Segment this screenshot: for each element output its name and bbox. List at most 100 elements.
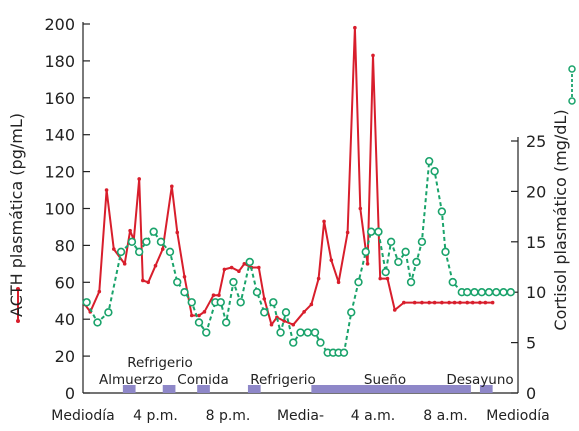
x-tick-label: Mediodía <box>51 408 114 424</box>
cortisol-data-point <box>156 237 166 247</box>
cortisol-data-point <box>361 247 370 257</box>
meal-bars-group <box>122 385 493 393</box>
acth-data-point <box>122 262 127 266</box>
acth-data-point <box>412 300 417 305</box>
cortisol-data-point <box>289 338 298 347</box>
acth-data-point <box>329 258 334 262</box>
acth-data-point <box>432 300 437 305</box>
y-left-axis-title: ACTH plasmática (pg/mL) <box>7 113 26 317</box>
acth-data-point <box>309 302 314 307</box>
x-tick-label: 4 a.m. <box>351 408 395 424</box>
cortisol-data-point <box>448 277 457 287</box>
cortisol-legend-dot <box>568 65 576 73</box>
x-tick-label: 8 a.m. <box>423 408 467 424</box>
acth-data-point <box>365 262 370 266</box>
cortisol-data-point <box>386 237 396 247</box>
acth-data-point <box>385 276 390 281</box>
cortisol-data-point <box>412 257 421 267</box>
acth-data-point <box>211 293 216 298</box>
cortisol-data-point <box>430 167 439 176</box>
cortisol-data-point <box>142 237 151 247</box>
cortisol-data-point <box>296 328 305 337</box>
acth-data-point <box>420 300 424 305</box>
cortisol-data-point <box>437 207 447 216</box>
acth-data-point <box>392 308 397 312</box>
cortisol-data-point <box>463 288 472 297</box>
series-group <box>82 25 515 357</box>
cortisol-data-point <box>221 318 231 327</box>
acth-data-point <box>452 300 457 305</box>
cortisol-data-point <box>394 257 403 267</box>
acth-data-point <box>160 247 165 251</box>
acth-series-line <box>83 26 493 326</box>
meal-period-label: Almuerzo <box>99 372 163 388</box>
cortisol-data-point <box>194 318 204 327</box>
cortisol-data-point <box>354 277 363 287</box>
y-left-tick-label: 160 <box>44 89 75 108</box>
acth-data-point <box>282 319 286 323</box>
meal-period-bar <box>311 385 471 393</box>
y-left-tick-label: 180 <box>44 52 75 71</box>
acth-data-point <box>229 265 234 270</box>
meal-period-label: Refrigerio <box>250 372 316 388</box>
acth-data-point <box>358 206 363 211</box>
cortisol-data-point <box>276 328 285 337</box>
meal-period-label: Desayuno <box>446 372 513 388</box>
y-left-tick-label: 20 <box>55 347 75 366</box>
y-left-tick-label: 60 <box>55 273 75 292</box>
acth-data-point <box>202 310 207 314</box>
cortisol-data-point <box>381 267 390 277</box>
y-right-tick-label: 15 <box>526 233 546 252</box>
acth-data-point <box>112 247 116 251</box>
acth-data-point <box>302 310 306 314</box>
cortisol-data-point <box>236 298 245 307</box>
y-left-tick-label: 80 <box>55 236 75 255</box>
y-left-tick-label: 40 <box>55 310 75 329</box>
acth-data-point <box>257 265 261 270</box>
acth-data-point <box>128 228 132 233</box>
acth-data-point <box>153 263 158 268</box>
cortisol-data-point <box>424 156 434 166</box>
acth-data-point <box>458 300 462 305</box>
acth-data-point <box>371 53 375 58</box>
cortisol-data-point <box>441 247 450 257</box>
y-right-tick-label: 5 <box>526 334 536 353</box>
acth-legend-dot <box>16 287 20 291</box>
meal-period-bar <box>247 385 261 393</box>
cortisol-data-point <box>134 247 144 257</box>
cortisol-data-point <box>484 288 494 297</box>
acth-data-point <box>447 300 451 305</box>
cortisol-data-point <box>406 277 416 287</box>
cortisol-data-point <box>116 247 126 257</box>
acth-data-point <box>104 188 109 192</box>
cortisol-data-point <box>374 227 383 236</box>
y-left-tick-label: 120 <box>44 163 75 182</box>
acth-data-point <box>465 300 470 305</box>
cortisol-data-point <box>269 298 278 307</box>
acth-data-point <box>141 278 145 283</box>
cortisol-data-point <box>229 277 238 287</box>
y-right-tick-label: 10 <box>526 283 546 302</box>
acth-data-point <box>316 276 321 281</box>
acth-data-point <box>222 267 227 272</box>
acth-data-point <box>197 313 201 318</box>
meal-period-bar <box>122 385 136 393</box>
cortisol-data-point <box>366 227 376 236</box>
meal-period-bar <box>479 385 493 393</box>
cortisol-data-point <box>93 318 102 327</box>
meal-period-label: Comida <box>177 372 228 388</box>
acth-data-point <box>262 297 267 301</box>
cortisol-data-point <box>492 288 501 297</box>
acth-data-point <box>353 25 357 30</box>
cortisol-data-point <box>180 288 189 297</box>
y-left-tick-label: 0 <box>65 384 75 403</box>
acth-data-point <box>137 177 141 181</box>
axes-group <box>82 22 519 394</box>
cortisol-data-point <box>245 257 254 267</box>
cortisol-data-point <box>281 308 291 317</box>
cortisol-data-point <box>470 288 479 297</box>
y-right-axis-title: Cortisol plasmático (mg/dL) <box>551 109 570 330</box>
x-tick-label: 8 p.m. <box>206 408 251 424</box>
acth-data-point <box>146 280 151 285</box>
